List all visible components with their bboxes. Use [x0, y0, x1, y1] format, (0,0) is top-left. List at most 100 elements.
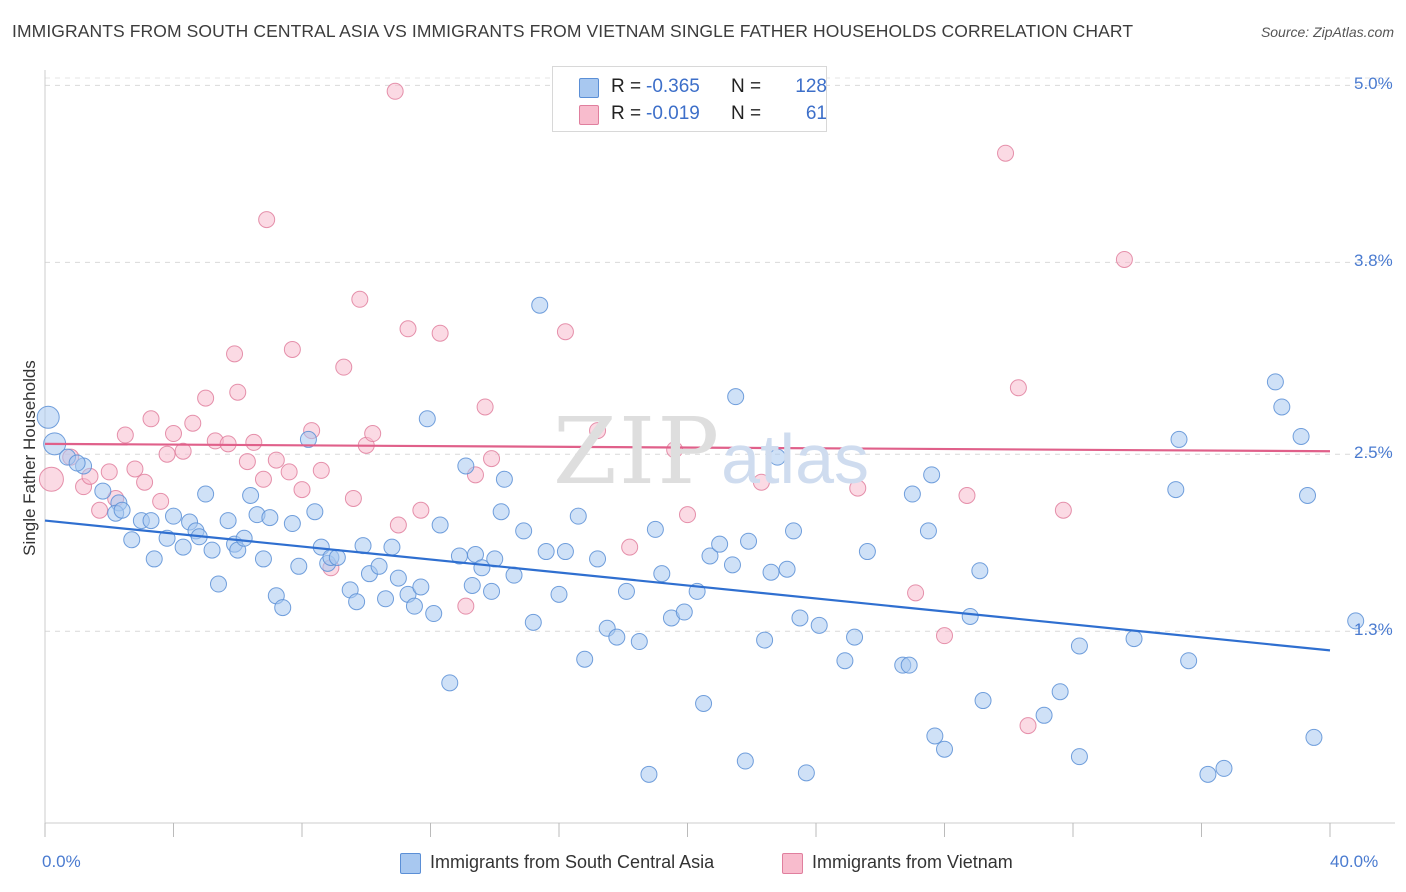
asia-point [441, 674, 459, 692]
vietnam-point [679, 506, 696, 524]
vietnam-point [245, 433, 263, 451]
asia-point [1051, 683, 1069, 701]
vietnam-point [293, 481, 311, 499]
series-south-central-asia [36, 296, 1365, 783]
asia-point [242, 486, 260, 504]
r-value: -0.365 [646, 76, 700, 97]
n-value: 128 [795, 76, 827, 97]
vietnam-point [312, 461, 330, 479]
asia-point [492, 503, 510, 521]
vietnam-point [457, 597, 475, 615]
asia-point [425, 605, 443, 623]
vietnam-point [280, 463, 298, 481]
asia-point [235, 529, 253, 547]
vietnam-point [399, 320, 417, 338]
asia-point [431, 516, 449, 534]
chart-title: IMMIGRANTS FROM SOUTH CENTRAL ASIA VS IM… [12, 21, 1134, 41]
vietnam-point [100, 463, 118, 481]
n-value: 61 [805, 103, 827, 124]
y-tick-label: 1.3% [1354, 620, 1393, 640]
vietnam-point [936, 627, 953, 645]
legend-swatch-pink [782, 853, 803, 874]
asia-point [383, 538, 401, 556]
asia-point [1292, 427, 1310, 445]
asia-point [1199, 765, 1217, 783]
asia-point [646, 520, 664, 538]
vietnam-point [1019, 717, 1037, 735]
asia-point [576, 650, 594, 668]
r-value: -0.019 [646, 103, 700, 124]
y-axis-label: Single Father Households [20, 360, 39, 556]
asia-point [608, 628, 626, 646]
asia-point [1035, 706, 1053, 724]
vietnam-point [364, 425, 382, 443]
vietnam-point [621, 538, 639, 556]
vietnam-point [165, 425, 182, 443]
asia-point [903, 485, 921, 503]
asia-point [971, 562, 989, 580]
asia-point [810, 616, 828, 634]
vietnam-point [335, 358, 353, 376]
asia-point [203, 541, 221, 559]
asia-point [123, 531, 141, 549]
asia-point [740, 532, 758, 550]
asia-point [142, 512, 160, 530]
asia-point [145, 550, 163, 568]
asia-point [1347, 612, 1365, 630]
asia-point [785, 522, 803, 540]
y-tick-label: 2.5% [1354, 443, 1393, 463]
asia-point [68, 454, 86, 472]
asia-point [727, 388, 745, 406]
legend-swatch-pink [579, 105, 599, 125]
vietnam-point [142, 410, 160, 428]
asia-point [1167, 481, 1185, 499]
vietnam-point [752, 473, 770, 491]
asia-point [197, 485, 215, 503]
asia-point [569, 507, 587, 525]
trend-line-south-central-asia [44, 519, 1331, 652]
correlation-legend: R = -0.365 N = 128 R = -0.019 N = 61 [552, 66, 827, 132]
legend-label: Immigrants from Vietnam [812, 852, 1013, 872]
watermark: ZIPatlas [553, 398, 869, 505]
trend-lines [44, 442, 1331, 652]
asia-point [1305, 728, 1323, 746]
watermark-atlas: atlas [721, 420, 870, 498]
asia-point [695, 695, 713, 713]
vietnam-point [254, 470, 272, 488]
asia-point [219, 512, 237, 530]
asia-point [274, 599, 292, 617]
asia-point [778, 560, 796, 578]
vietnam-point [184, 414, 202, 432]
vietnam-point [91, 501, 109, 519]
asia-point [174, 538, 192, 556]
asia-point [1215, 759, 1233, 777]
asia-point [711, 535, 729, 553]
asia-point [389, 569, 407, 587]
asia-point [701, 547, 719, 565]
vietnam-point [997, 144, 1015, 162]
n-label: N = [731, 103, 762, 124]
vietnam-point [126, 460, 144, 478]
asia-point [756, 631, 774, 649]
asia-point [936, 740, 953, 758]
asia-point [348, 593, 366, 611]
asia-point [328, 548, 346, 566]
asia-point [261, 509, 279, 527]
x-tick-label-max: 40.0% [1330, 852, 1379, 871]
asia-point [299, 430, 317, 448]
asia-point [723, 556, 741, 574]
vietnam-point [229, 383, 247, 401]
asia-point [736, 752, 754, 770]
asia-point [524, 613, 542, 631]
vietnam-point [238, 453, 256, 471]
asia-point [653, 565, 671, 583]
asia-point [463, 576, 481, 594]
asia-point [1125, 630, 1143, 648]
r-label: R = [611, 103, 642, 124]
asia-point [94, 482, 112, 500]
y-tick-label: 5.0% [1354, 74, 1393, 94]
asia-point [1299, 486, 1317, 504]
asia-point [483, 582, 501, 600]
trend-line-vietnam [44, 442, 1331, 453]
